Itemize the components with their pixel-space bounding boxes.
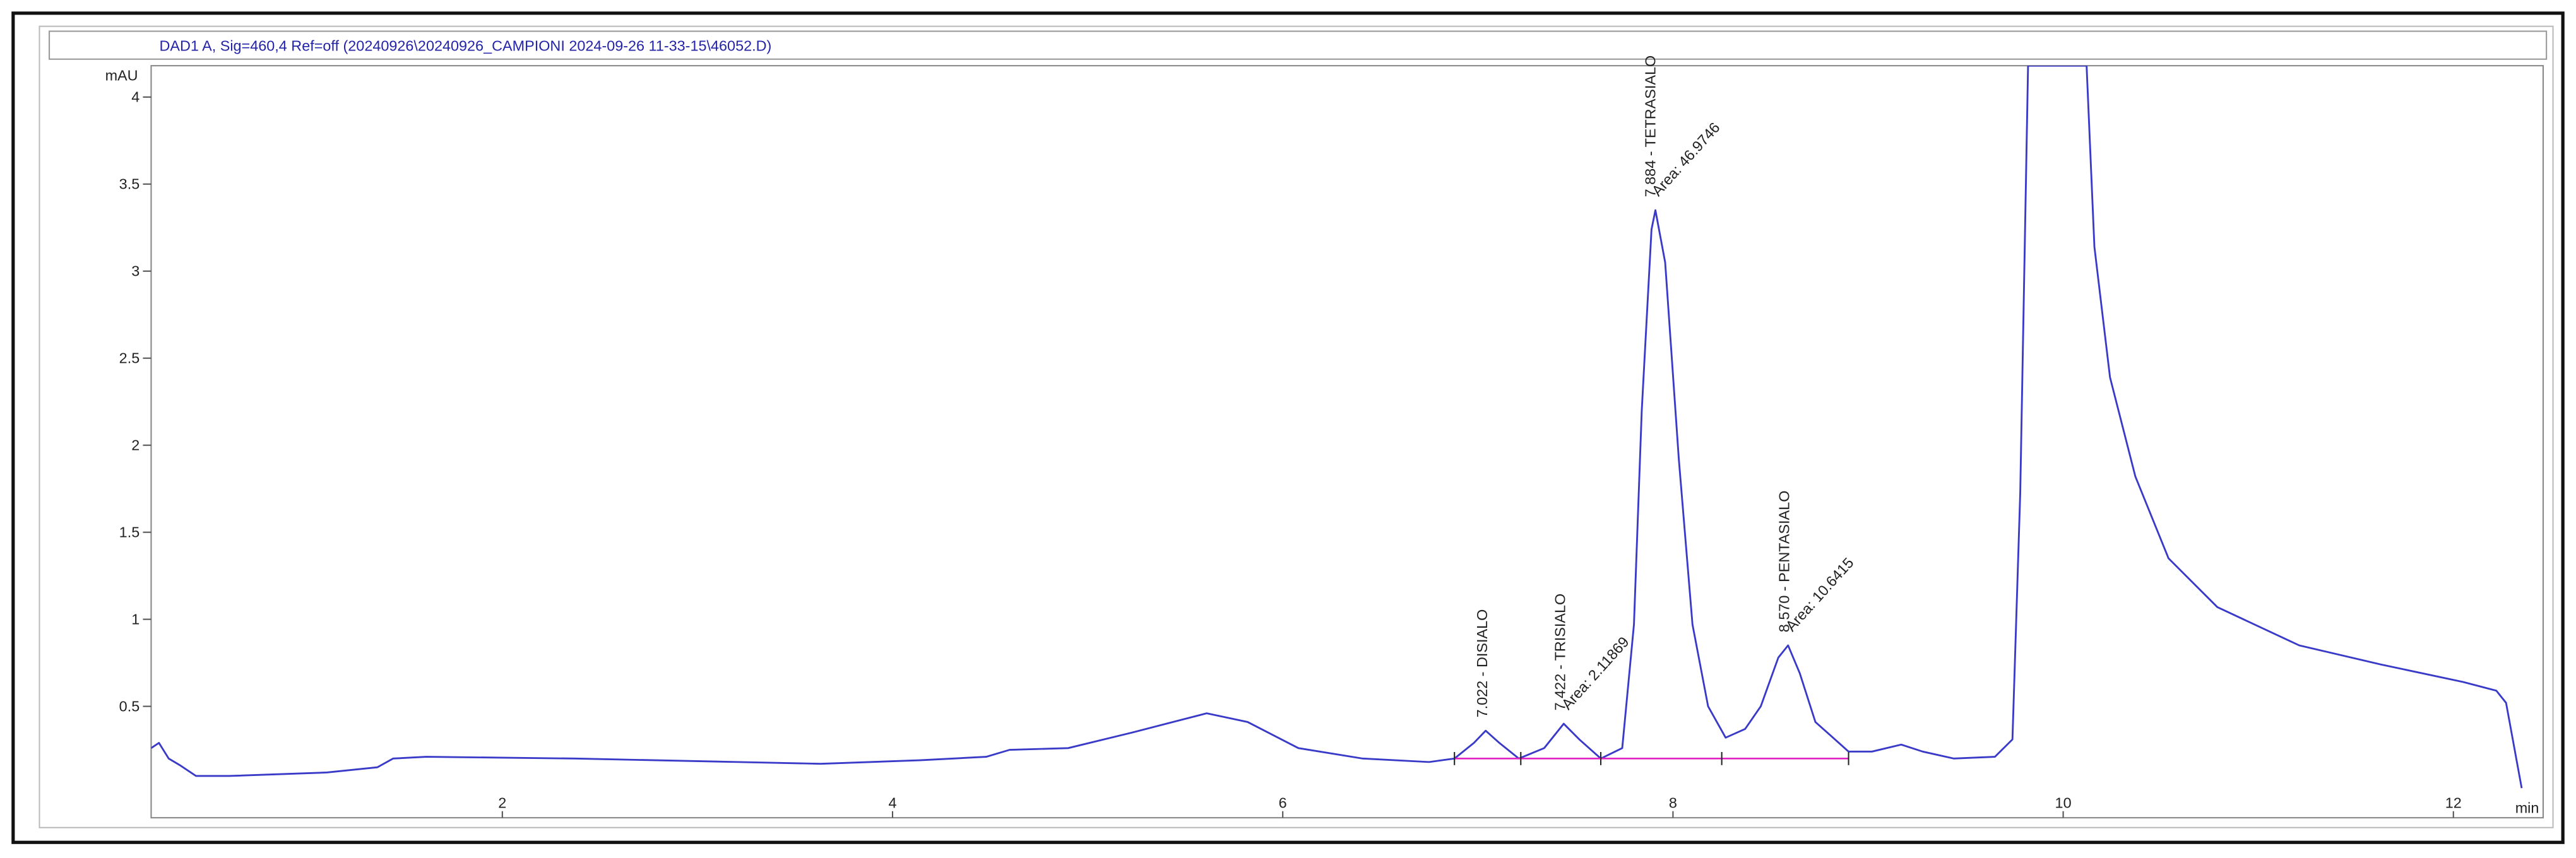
plot-area bbox=[150, 65, 2544, 819]
x-axis-label: min bbox=[2515, 799, 2539, 816]
x-tick-label: 6 bbox=[1279, 795, 1287, 811]
y-tick-label: 3.5 bbox=[119, 176, 140, 192]
y-tick-label: 3 bbox=[131, 263, 139, 279]
y-tick-label: 4 bbox=[131, 89, 139, 105]
x-tick-label: 12 bbox=[2445, 795, 2462, 811]
x-tick-label: 2 bbox=[498, 795, 506, 811]
y-tick-label: 1 bbox=[131, 611, 139, 627]
y-tick-label: 1.5 bbox=[119, 524, 140, 540]
y-tick-label: 0.5 bbox=[119, 698, 140, 714]
y-tick-label: 2.5 bbox=[119, 350, 140, 367]
y-axis-label: mAU bbox=[105, 68, 138, 84]
chart-frame bbox=[39, 25, 2554, 828]
trace-line bbox=[151, 66, 2523, 789]
peak-label: 7.422 - TRISIALO bbox=[1552, 594, 1569, 711]
plot-clip bbox=[151, 66, 2523, 789]
x-tick-label: 4 bbox=[888, 795, 896, 811]
y-tick-label: 2 bbox=[131, 437, 139, 453]
chart-title: DAD1 A, Sig=460,4 Ref=off (20240926\2024… bbox=[159, 38, 771, 54]
peak-label: 7.022 - DISIALO bbox=[1474, 609, 1490, 718]
peak-label: 8.570 - PENTASIALO bbox=[1776, 491, 1792, 633]
x-tick-label: 10 bbox=[2055, 795, 2072, 811]
x-tick-label: 8 bbox=[1669, 795, 1677, 811]
title-bar bbox=[49, 30, 2548, 60]
peak-label: 7.884 - TETRASIALO bbox=[1642, 56, 1658, 197]
